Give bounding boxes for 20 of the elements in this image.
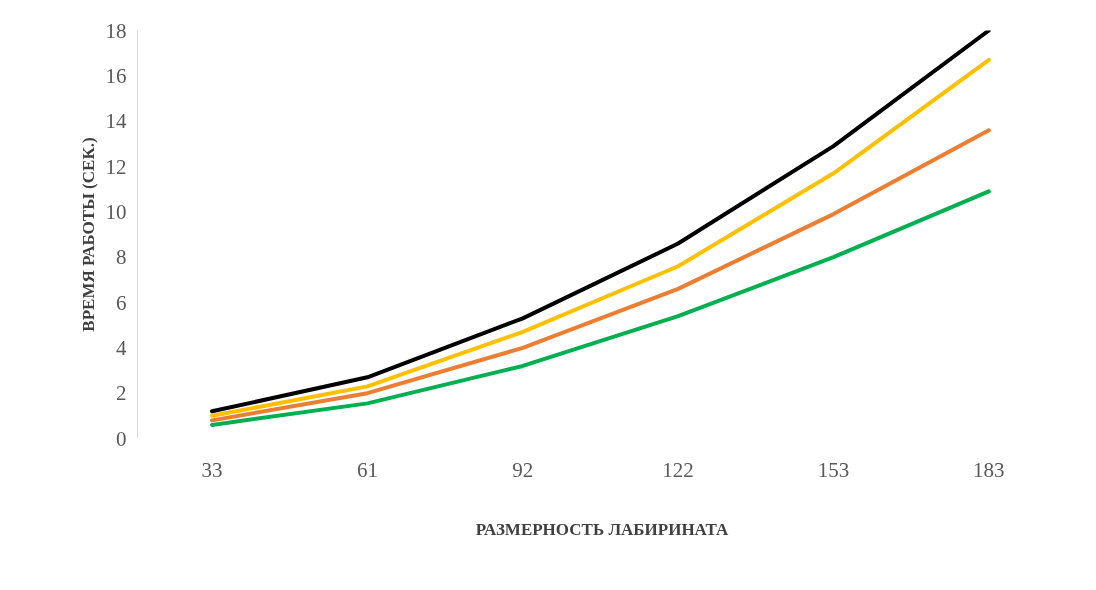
y-tick-label: 14 [105,109,127,134]
y-tick-label: 12 [105,154,127,179]
x-tick-label: 122 [662,457,694,482]
x-tick-label: 92 [512,457,534,482]
y-axis-title: ВРЕМЯ РАБОТЫ (СЕК.) [78,137,98,332]
y-tick-label: 2 [116,381,127,406]
y-tick-label: 4 [116,335,127,360]
y-tick-label: 10 [105,199,127,224]
y-tick-label: 8 [116,245,127,270]
x-tick-label: 153 [817,457,850,482]
x-tick-label: 183 [973,457,1005,482]
y-tick-label: 0 [116,426,127,451]
y-tick-label: 6 [116,290,127,315]
y-tick-label: 18 [105,18,127,43]
x-tick-label: 33 [201,457,223,482]
y-tick-label: 16 [105,63,127,88]
line-series [210,189,991,427]
x-axis-title: РАЗМЕРНОСТЬ ЛАБИРИНАТА [475,519,729,539]
x-tick-label: 61 [356,457,378,482]
line-series [210,128,991,423]
